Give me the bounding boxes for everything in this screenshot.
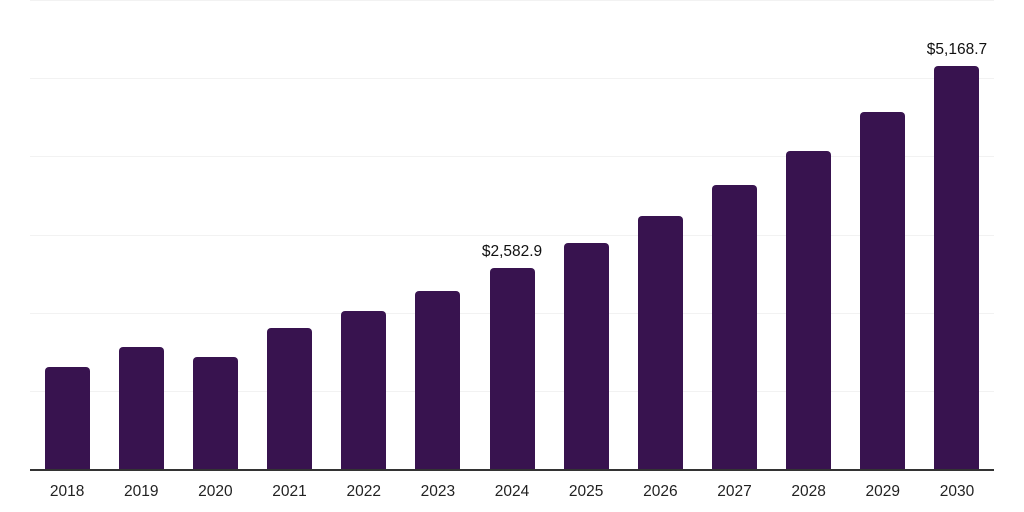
gridline	[30, 234, 994, 236]
bar-2030[interactable]	[934, 65, 980, 470]
bar-2022[interactable]	[341, 310, 387, 470]
bar-slot	[252, 1, 326, 470]
bar-2020[interactable]	[192, 357, 238, 470]
x-axis-label-2020: 2020	[198, 483, 233, 500]
bar-slot: $5,168.7	[920, 1, 994, 470]
bar-slot	[327, 1, 401, 470]
bar-2029[interactable]	[860, 112, 906, 470]
bar-slot: $2,582.9	[475, 1, 549, 470]
x-axis-label-2019: 2019	[123, 483, 159, 500]
x-axis-label-2029: 2029	[865, 483, 901, 500]
bar-2021[interactable]	[267, 328, 313, 470]
gridline	[30, 78, 994, 80]
bar-2027[interactable]	[711, 184, 757, 470]
bars-row: $2,582.9 $5,168.7	[30, 1, 994, 470]
x-axis-label-2028: 2028	[791, 483, 826, 500]
bar-slot	[623, 1, 697, 470]
x-axis-label-2022: 2022	[346, 483, 381, 500]
bar-2024[interactable]	[489, 268, 535, 470]
bar-2019[interactable]	[118, 347, 164, 470]
bar-slot	[30, 1, 104, 470]
bar-slot	[846, 1, 920, 470]
bar-slot	[178, 1, 252, 470]
x-axis-label-2030: 2030	[939, 483, 975, 500]
x-axis-label-2027: 2027	[717, 483, 752, 500]
bar-slot	[549, 1, 623, 470]
x-axis-label-2023: 2023	[420, 483, 456, 500]
x-axis-label-2026: 2026	[643, 483, 678, 500]
x-axis-label-2025: 2025	[568, 483, 604, 500]
bar-2026[interactable]	[637, 215, 683, 470]
x-axis-label-2018: 2018	[49, 483, 85, 500]
gridline	[30, 156, 994, 158]
plot-area: $2,582.9 $5,168.7	[30, 0, 994, 471]
gridline	[30, 0, 994, 1]
bar-value-label-2030: $5,168.7	[926, 40, 988, 58]
x-axis-label-2024: 2024	[494, 483, 530, 500]
bar-2025[interactable]	[563, 243, 609, 470]
bar-slot	[697, 1, 771, 470]
bar-slot	[104, 1, 178, 470]
bar-value-label-2024: $2,582.9	[481, 243, 543, 261]
x-axis: 2018 2019 2020 2021 2022 2023 2024 2025 2026 2027…	[30, 483, 994, 501]
x-axis-label-2021: 2021	[272, 483, 307, 500]
bar-slot	[772, 1, 846, 470]
bar-slot	[401, 1, 475, 470]
x-axis-baseline	[30, 469, 994, 471]
bar-2028[interactable]	[786, 150, 832, 470]
bar-2018[interactable]	[44, 367, 90, 470]
bar-2023[interactable]	[415, 290, 461, 470]
